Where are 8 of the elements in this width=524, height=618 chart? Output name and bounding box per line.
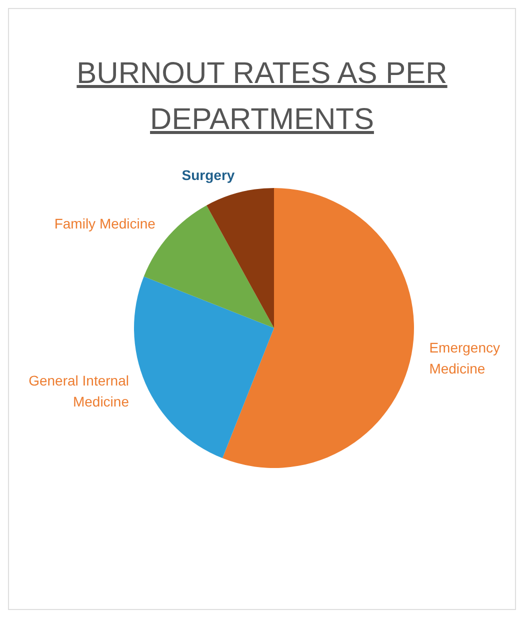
pie-slice (134, 276, 274, 458)
slice-label: Surgery (182, 166, 235, 183)
slice-label: General Internal Medicine (28, 372, 130, 410)
pie-slice (222, 188, 414, 468)
slice-label: Emergency Medicine (429, 340, 500, 377)
pie-slice (206, 188, 274, 328)
slice-label: Family Medicine (54, 216, 156, 232)
chart-title: BURNOUT RATES AS PER DEPARTMENTS (76, 56, 448, 138)
